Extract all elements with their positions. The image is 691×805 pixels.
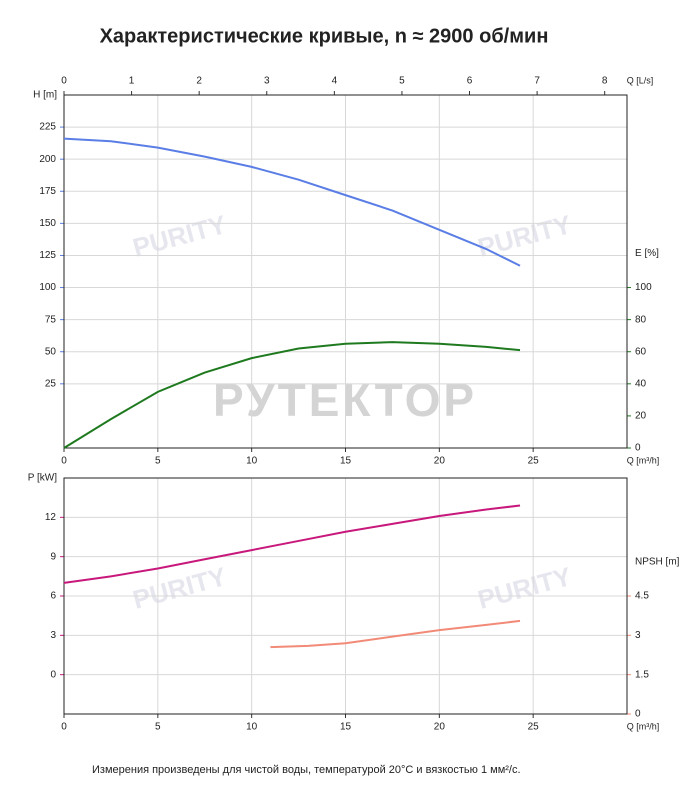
plot-frame: [63, 94, 628, 449]
x-tick-label: 10: [246, 722, 258, 733]
x2-tick-label: 1: [129, 76, 135, 87]
x-tick-label: 0: [61, 456, 67, 467]
x2-tick-label: 6: [467, 76, 473, 87]
watermark-logo: PURITY: [475, 209, 575, 263]
y-tick-label: 9: [50, 551, 56, 562]
y-tick-label: 75: [45, 314, 57, 325]
x-tick-label: 5: [155, 456, 161, 467]
x-tick-label: 25: [528, 456, 540, 467]
y2-tick-label: 80: [635, 314, 647, 325]
series-line: [63, 504, 521, 584]
x2-tick-label: 4: [332, 76, 338, 87]
series-line: [63, 341, 521, 449]
y-tick-label: 150: [39, 218, 56, 229]
y2-tick-label: 4.5: [635, 591, 649, 602]
y-tick-label: 12: [45, 512, 57, 523]
y-tick-label: 175: [39, 186, 56, 197]
footnote: Измерения произведены для чистой воды, т…: [92, 764, 521, 776]
x-tick-label: 15: [340, 456, 352, 467]
x2-tick-label: 0: [61, 76, 67, 87]
y-tick-label: 50: [45, 346, 57, 357]
y-tick-label: 125: [39, 250, 56, 261]
x-tick-label: 5: [155, 722, 161, 733]
page-title: Характеристические кривые, n ≈ 2900 об/м…: [100, 25, 549, 47]
y2-axis-label: NPSH [m]: [635, 557, 680, 568]
y-tick-label: 225: [39, 122, 56, 133]
y2-tick-label: 100: [635, 282, 652, 293]
y-tick-label: 100: [39, 282, 56, 293]
x2-tick-label: 7: [534, 76, 540, 87]
x-tick-label: 0: [61, 722, 67, 733]
x2-tick-label: 3: [264, 76, 270, 87]
y2-tick-label: 60: [635, 346, 647, 357]
watermark-logo: PURITY: [130, 209, 230, 263]
y2-tick-label: 0: [635, 443, 641, 454]
plot-frame: [63, 477, 628, 715]
y-tick-label: 25: [45, 378, 57, 389]
x-axis-label: Q [m³/h]: [627, 721, 660, 731]
x-tick-label: 20: [434, 456, 446, 467]
series-line: [63, 137, 521, 267]
x-tick-label: 25: [528, 722, 540, 733]
x-tick-label: 20: [434, 722, 446, 733]
x-axis-label: Q [m³/h]: [627, 455, 660, 465]
y-tick-label: 200: [39, 154, 56, 165]
x-tick-label: 15: [340, 722, 352, 733]
x2-tick-label: 5: [399, 76, 405, 87]
y2-tick-label: 3: [635, 630, 641, 641]
x2-tick-label: 2: [196, 76, 202, 87]
watermark-logo: PURITY: [130, 561, 230, 615]
watermark-logo: PURITY: [475, 561, 575, 615]
y2-axis-label: E [%]: [635, 248, 659, 259]
watermark: РУТЕКТОР: [213, 374, 477, 426]
y2-tick-label: 0: [635, 709, 641, 720]
y-tick-label: 0: [50, 669, 56, 680]
series-line: [270, 619, 521, 649]
x2-axis-label: Q [L/s]: [627, 75, 654, 85]
x-tick-label: 10: [246, 456, 258, 467]
y-axis-label: H [m]: [33, 90, 57, 101]
y-tick-label: 3: [50, 630, 56, 641]
y2-tick-label: 1.5: [635, 669, 649, 680]
y-tick-label: 6: [50, 591, 56, 602]
x2-tick-label: 8: [602, 76, 608, 87]
y2-tick-label: 20: [635, 411, 647, 422]
y-axis-label: P [kW]: [28, 473, 57, 484]
y2-tick-label: 40: [635, 378, 647, 389]
